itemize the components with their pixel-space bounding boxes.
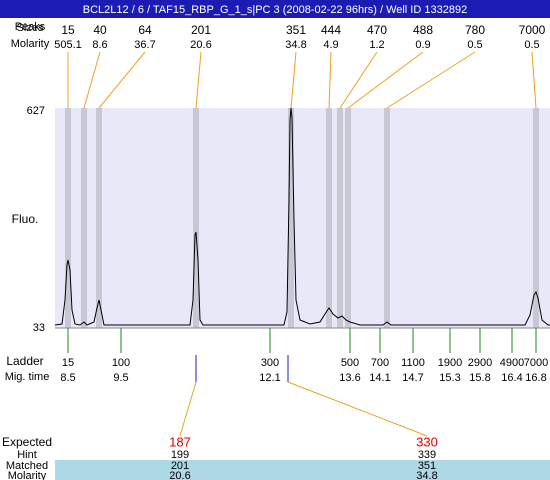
peak-molarity: 0.5	[524, 39, 539, 51]
ladder-mig-time: 14.1	[369, 372, 390, 384]
peak-molarity: 1.2	[369, 39, 384, 51]
peak-band	[326, 108, 332, 328]
expected-label: Expected	[2, 435, 52, 449]
y-max-label: 627	[27, 105, 45, 117]
peak-size: 780	[465, 23, 485, 37]
peak-band	[96, 108, 102, 328]
ladder-mig-time: 16.4	[501, 372, 522, 384]
peak-connector	[83, 51, 101, 109]
hint-value: 339	[418, 449, 436, 461]
hint-value: 199	[171, 449, 189, 461]
expected-connector	[179, 381, 197, 437]
matched-value: 351	[418, 460, 436, 472]
peak-band	[384, 108, 390, 328]
peak-connector	[339, 51, 378, 109]
peak-size: 351	[286, 23, 306, 37]
plot-area	[55, 108, 550, 328]
peak-band	[81, 108, 87, 328]
title-bar	[0, 0, 550, 18]
peak-size: 15	[61, 23, 75, 37]
peak-molarity: 0.5	[467, 39, 482, 51]
hint-label: Hint	[17, 449, 37, 461]
peak-band	[345, 108, 351, 328]
peak-size: 444	[321, 23, 341, 37]
ladder-size: 700	[371, 357, 389, 369]
ladder-mig-time: 15.3	[439, 372, 460, 384]
molarity-label: Molarity	[11, 38, 50, 50]
peak-molarity: 0.9	[415, 39, 430, 51]
ladder-mig-time: 13.6	[339, 372, 360, 384]
ladder-mig-time: 15.8	[469, 372, 490, 384]
peak-size: 7000	[519, 23, 546, 37]
peak-molarity: 36.7	[134, 39, 155, 51]
ladder-mig-time: 12.1	[259, 372, 280, 384]
trace	[54, 107, 550, 326]
ladder-mig-time: 16.8	[525, 372, 546, 384]
peak-connector	[347, 51, 424, 109]
ladder-mig-time: 8.5	[60, 372, 75, 384]
peak-band	[193, 108, 199, 328]
peak-connector	[328, 51, 332, 109]
title: BCL2L12 / 6 / TAF15_RBP_G_1_s|PC 3 (2008…	[83, 4, 467, 16]
peaks-label: Peaks	[15, 21, 46, 33]
molarity-value: 34.8	[416, 470, 437, 480]
peak-band	[337, 108, 343, 328]
ladder-size: 300	[261, 357, 279, 369]
table-molarity-label: Molarity	[8, 470, 47, 480]
peak-band	[65, 108, 71, 328]
expected-value: 187	[169, 434, 191, 449]
ladder-label: Ladder	[6, 354, 43, 368]
matched-row-bg	[55, 460, 550, 480]
peak-band	[533, 108, 539, 328]
ladder-size: 1900	[438, 357, 462, 369]
ladder-size: 7000	[524, 357, 548, 369]
expected-value: 330	[416, 434, 438, 449]
peak-size: 488	[413, 23, 433, 37]
peak-molarity: 505.1	[54, 39, 82, 51]
matched-value: 201	[171, 460, 189, 472]
ladder-mig-time: 9.5	[113, 372, 128, 384]
peak-connector	[386, 51, 476, 109]
matched-label: Matched	[6, 460, 48, 472]
y-min-label: 33	[33, 322, 45, 334]
expected-connector	[287, 381, 428, 437]
peak-size: 201	[191, 23, 211, 37]
y-axis-label: Fluo.	[12, 212, 39, 226]
peak-connector	[531, 51, 537, 109]
peak-connector	[98, 51, 146, 109]
peak-molarity: 34.8	[285, 39, 306, 51]
peak-connector	[195, 51, 202, 109]
ladder-size: 15	[62, 357, 74, 369]
molarity-value: 20.6	[169, 470, 190, 480]
peak-connector	[290, 51, 297, 109]
sizes-label: Sizes	[17, 22, 44, 34]
peak-size: 64	[138, 23, 152, 37]
ladder-size: 4900	[500, 357, 524, 369]
ladder-size: 100	[112, 357, 130, 369]
ladder-mig-time: 14.7	[402, 372, 423, 384]
mig-time-label: Mig. time	[5, 371, 50, 383]
peak-molarity: 8.6	[92, 39, 107, 51]
peak-band	[288, 108, 294, 328]
peak-size: 470	[367, 23, 387, 37]
peak-molarity: 20.6	[190, 39, 211, 51]
ladder-size: 500	[341, 357, 359, 369]
ladder-size: 2900	[468, 357, 492, 369]
peak-size: 40	[93, 23, 107, 37]
ladder-size: 1100	[401, 357, 425, 369]
peak-molarity: 4.9	[323, 39, 338, 51]
